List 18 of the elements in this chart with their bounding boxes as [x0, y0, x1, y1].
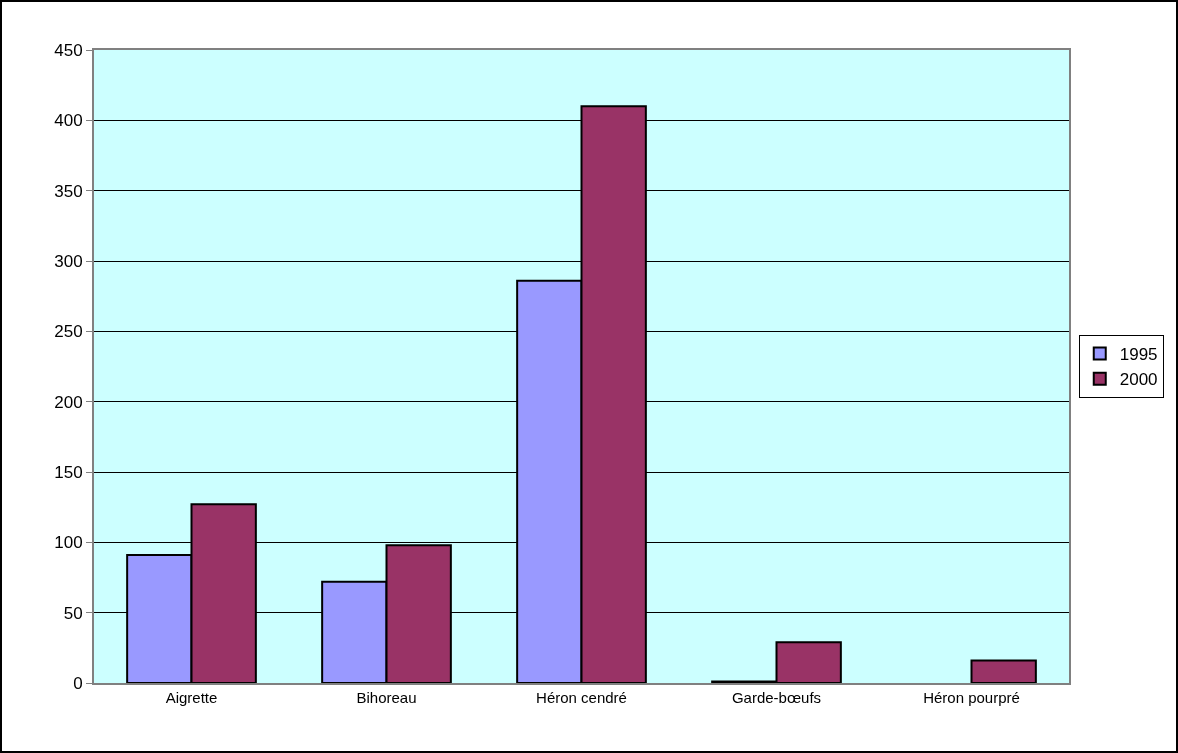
legend-label: 1995	[1119, 345, 1158, 365]
y-tick-label: 350	[54, 181, 83, 201]
y-tick-label: 200	[54, 392, 83, 412]
x-tick-label: Bihoreau	[356, 689, 417, 706]
y-tick-label: 50	[63, 603, 83, 623]
x-tick-label: Héron cendré	[536, 689, 627, 706]
y-tick-label: 100	[54, 533, 83, 553]
x-tick-label: Aigrette	[165, 689, 218, 706]
y-tick-label: 450	[54, 40, 83, 60]
x-tick-label: Héron pourpré	[923, 689, 1020, 706]
bar	[970, 659, 1037, 683]
y-tick-label: 0	[73, 673, 83, 693]
x-tick-label: Garde-bœufs	[731, 689, 822, 706]
y-tick-label: 300	[54, 251, 83, 271]
y-tick-label: 250	[54, 322, 83, 342]
y-tick-label: 150	[54, 462, 83, 482]
legend-label: 2000	[1119, 370, 1158, 390]
y-tick-label: 400	[54, 111, 83, 131]
